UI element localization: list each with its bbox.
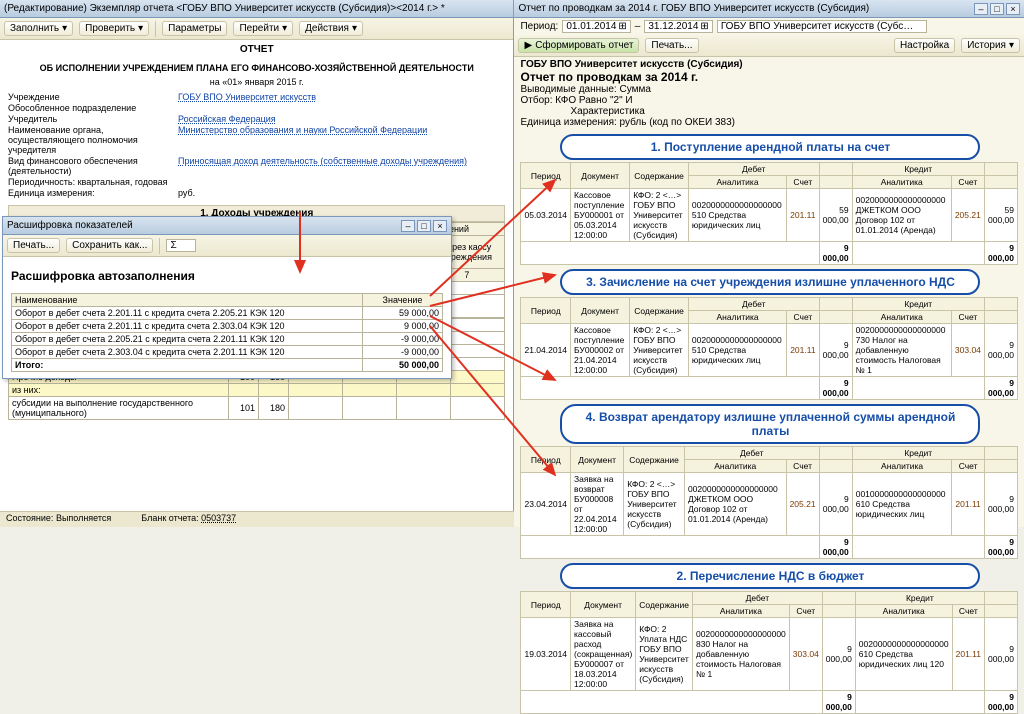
settings-button[interactable]: Настройка: [894, 38, 955, 53]
right-head1: ГОБУ ВПО Университет искусств (Субсидия): [520, 59, 1018, 70]
sep: [155, 21, 156, 37]
table-row[interactable]: 19.03.2014Заявка на кассовый расход (сок…: [521, 618, 1018, 691]
table-row[interactable]: 21.04.2014Кассовое поступление БУ000002 …: [521, 324, 1018, 377]
founder-value: Российская Федерация: [178, 114, 276, 124]
history-button[interactable]: История ▾: [961, 38, 1020, 53]
table-row[interactable]: Оборот в дебет счета 2.201.11 с кредита …: [12, 320, 443, 333]
close-button[interactable]: ×: [1006, 3, 1020, 15]
date-from[interactable]: 01.01.2014 ⊞: [562, 20, 630, 33]
print-button[interactable]: Печать...: [7, 238, 60, 253]
print-button[interactable]: Печать...: [645, 38, 698, 53]
unit-label: Единица измерения:: [8, 188, 178, 198]
check-button[interactable]: Проверить ▾: [79, 21, 149, 36]
table-row[interactable]: субсидии на выполнение государственного …: [9, 397, 505, 420]
transactions-table: ПериодДокументСодержаниеДебетКредит Анал…: [520, 591, 1018, 714]
sigma-field[interactable]: Σ: [166, 239, 195, 252]
report-date: на «01» января 2015 г.: [0, 77, 513, 87]
right-toolbar: ▶ Сформировать отчет Печать... Настройка…: [514, 35, 1024, 57]
go-button[interactable]: Перейти ▾: [233, 21, 293, 36]
left-toolbar: Заполнить ▾ Проверить ▾ Параметры Перейт…: [0, 18, 513, 40]
table-row[interactable]: Оборот в дебет счета 2.205.21 с кредита …: [12, 333, 443, 346]
fin-label: Вид финансового обеспечения (деятельност…: [8, 156, 178, 176]
fin-value: Приносящая доход деятельность (собственн…: [178, 156, 467, 176]
org-label: Учреждение: [8, 92, 178, 102]
date-to[interactable]: 31.12.2014 ⊞: [644, 20, 712, 33]
decode-window: Расшифровка показателей – □ × Печать... …: [2, 216, 452, 379]
left-report-window: (Редактирование) Экземпляр отчета <ГОБУ …: [0, 0, 514, 527]
body-value: Министерство образования и науки Российс…: [178, 125, 427, 155]
fill-button[interactable]: Заполнить ▾: [4, 21, 73, 36]
org-field[interactable]: ГОБУ ВПО Университет искусств (Субс…: [717, 20, 927, 33]
min-button[interactable]: –: [974, 3, 988, 15]
table-row[interactable]: 23.04.2014Заявка на возврат БУ000008 от …: [521, 473, 1018, 536]
right-head2: Отчет по проводкам за 2014 г.: [520, 70, 1018, 84]
table-row: 9 000,009 000,00: [521, 377, 1018, 400]
table-row[interactable]: 05.03.2014Кассовое поступление БУ000001 …: [521, 189, 1018, 242]
callout-2: 3. Зачисление на счет учреждения излишне…: [560, 269, 980, 295]
max-button[interactable]: □: [417, 220, 431, 232]
table-row: 9 000,009 000,00: [521, 242, 1018, 265]
decode-toolbar: Печать... Сохранить как... Σ: [3, 235, 451, 257]
left-title-bar: (Редактирование) Экземпляр отчета <ГОБУ …: [0, 0, 513, 18]
body-label: Наименование органа, осуществляющего пол…: [8, 125, 178, 155]
table-row: 9 000,009 000,00: [521, 536, 1018, 559]
save-as-button[interactable]: Сохранить как...: [66, 238, 153, 253]
callout-3: 4. Возврат арендатору излишне уплаченной…: [560, 404, 980, 444]
report-title2: ОБ ИСПОЛНЕНИИ УЧРЕЖДЕНИЕМ ПЛАНА ЕГО ФИНА…: [0, 59, 513, 77]
params-button[interactable]: Параметры: [162, 21, 227, 36]
founder-label: Учредитель: [8, 114, 178, 124]
decode-heading: Расшифровка автозаполнения: [11, 269, 443, 283]
per-label: Периодичность: квартальная, годовая: [8, 177, 178, 187]
sub-label: Обособленное подразделение: [8, 103, 178, 113]
min-button[interactable]: –: [401, 220, 415, 232]
status-bar: Состояние: Выполняется Бланк отчета: 050…: [0, 511, 540, 527]
decode-title-bar: Расшифровка показателей – □ ×: [3, 217, 451, 235]
table-row: 9 000,009 000,00: [521, 691, 1018, 714]
right-title-bar: Отчет по проводкам за 2014 г. ГОБУ ВПО У…: [514, 0, 1024, 18]
table-row[interactable]: из них:: [9, 384, 505, 397]
period-row: Период: 01.01.2014 ⊞ – 31.12.2014 ⊞ ГОБУ…: [514, 18, 1024, 35]
close-button[interactable]: ×: [433, 220, 447, 232]
table-row: Итого:50 000,00: [12, 359, 443, 372]
callout-1: 1. Поступление арендной платы на счет: [560, 134, 980, 160]
report-title: ОТЧЕТ: [0, 40, 513, 59]
right-report-window: Отчет по проводкам за 2014 г. ГОБУ ВПО У…: [514, 0, 1024, 527]
transactions-table: ПериодДокументСодержаниеДебетКредит Анал…: [520, 297, 1018, 400]
actions-button[interactable]: Действия ▾: [299, 21, 363, 36]
table-row[interactable]: Оборот в дебет счета 2.201.11 с кредита …: [12, 307, 443, 320]
decode-table: НаименованиеЗначениеОборот в дебет счета…: [11, 293, 443, 372]
table-row[interactable]: Оборот в дебет счета 2.303.04 с кредита …: [12, 346, 443, 359]
transactions-table: ПериодДокументСодержаниеДебетКредит Анал…: [520, 162, 1018, 265]
form-report-button[interactable]: ▶ Сформировать отчет: [518, 38, 639, 53]
left-title: (Редактирование) Экземпляр отчета <ГОБУ …: [4, 3, 445, 14]
callout-4: 2. Перечисление НДС в бюджет: [560, 563, 980, 589]
info-grid: УчреждениеГОБУ ВПО Университет искусств …: [0, 87, 513, 203]
max-button[interactable]: □: [990, 3, 1004, 15]
org-value: ГОБУ ВПО Университет искусств: [178, 92, 316, 102]
transactions-table: ПериодДокументСодержаниеДебетКредит Анал…: [520, 446, 1018, 559]
unit-value: руб.: [178, 188, 195, 198]
